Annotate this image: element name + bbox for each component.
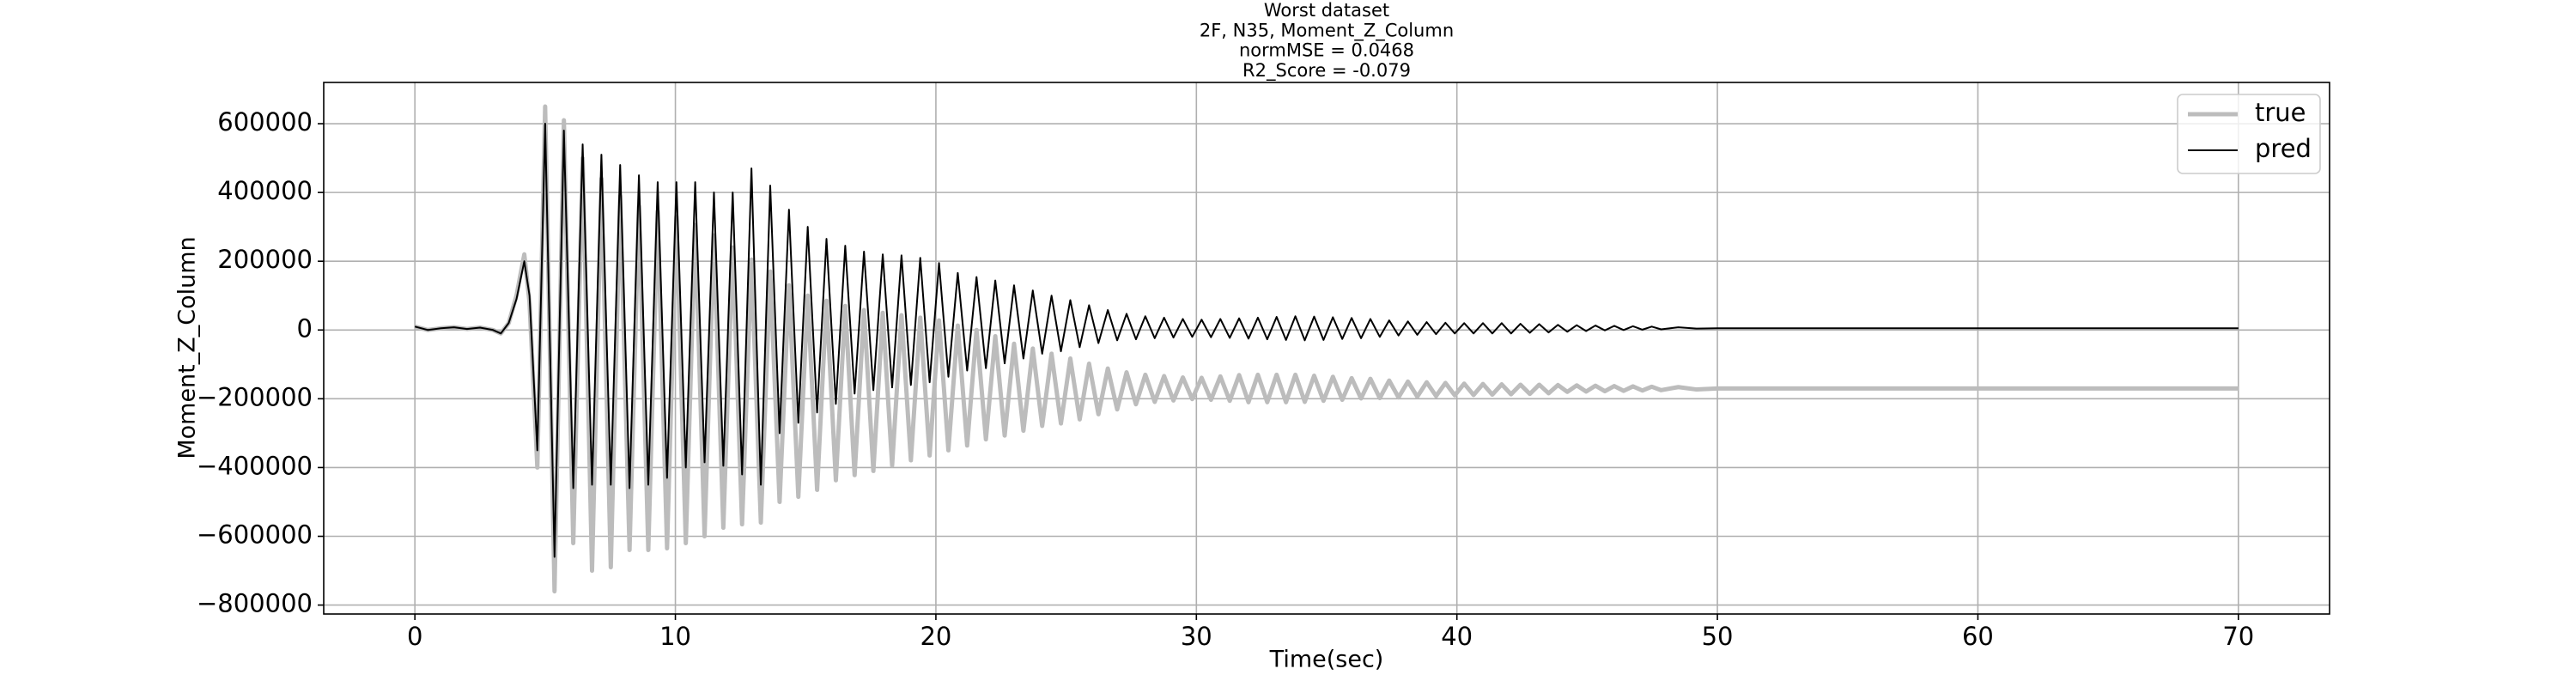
chart-title: 2F, N35, Moment_Z_Column <box>1200 20 1454 41</box>
chart-title: R2_Score = -0.079 <box>1242 60 1411 82</box>
y-tick-label: 200000 <box>217 245 313 274</box>
y-tick-label: −800000 <box>197 589 313 618</box>
chart-title: Worst dataset <box>1264 0 1389 21</box>
x-axis-label: Time(sec) <box>1269 647 1384 673</box>
y-tick-label: −600000 <box>197 520 313 550</box>
x-tick-label: 50 <box>1702 622 1734 651</box>
legend-label: pred <box>2255 134 2312 163</box>
y-tick-label: 600000 <box>217 107 313 137</box>
series-line <box>414 104 2239 594</box>
x-tick-label: 40 <box>1441 622 1473 651</box>
series-line <box>414 123 2239 558</box>
y-axis-label: Moment_Z_Column <box>174 236 201 459</box>
y-tick-label: −200000 <box>197 382 313 411</box>
legend-label: true <box>2255 98 2306 127</box>
x-tick-label: 60 <box>1962 622 1994 651</box>
x-tick-label: 30 <box>1181 622 1212 651</box>
x-tick-label: 20 <box>920 622 951 651</box>
y-tick-label: 0 <box>297 313 313 343</box>
x-tick-label: 0 <box>407 622 422 651</box>
chart-title: normMSE = 0.0468 <box>1239 40 1414 61</box>
x-tick-label: 70 <box>2222 622 2254 651</box>
plot-frame <box>323 82 2330 615</box>
x-tick-label: 10 <box>659 622 691 651</box>
y-tick-label: −400000 <box>197 451 313 480</box>
y-tick-label: 400000 <box>217 176 313 205</box>
